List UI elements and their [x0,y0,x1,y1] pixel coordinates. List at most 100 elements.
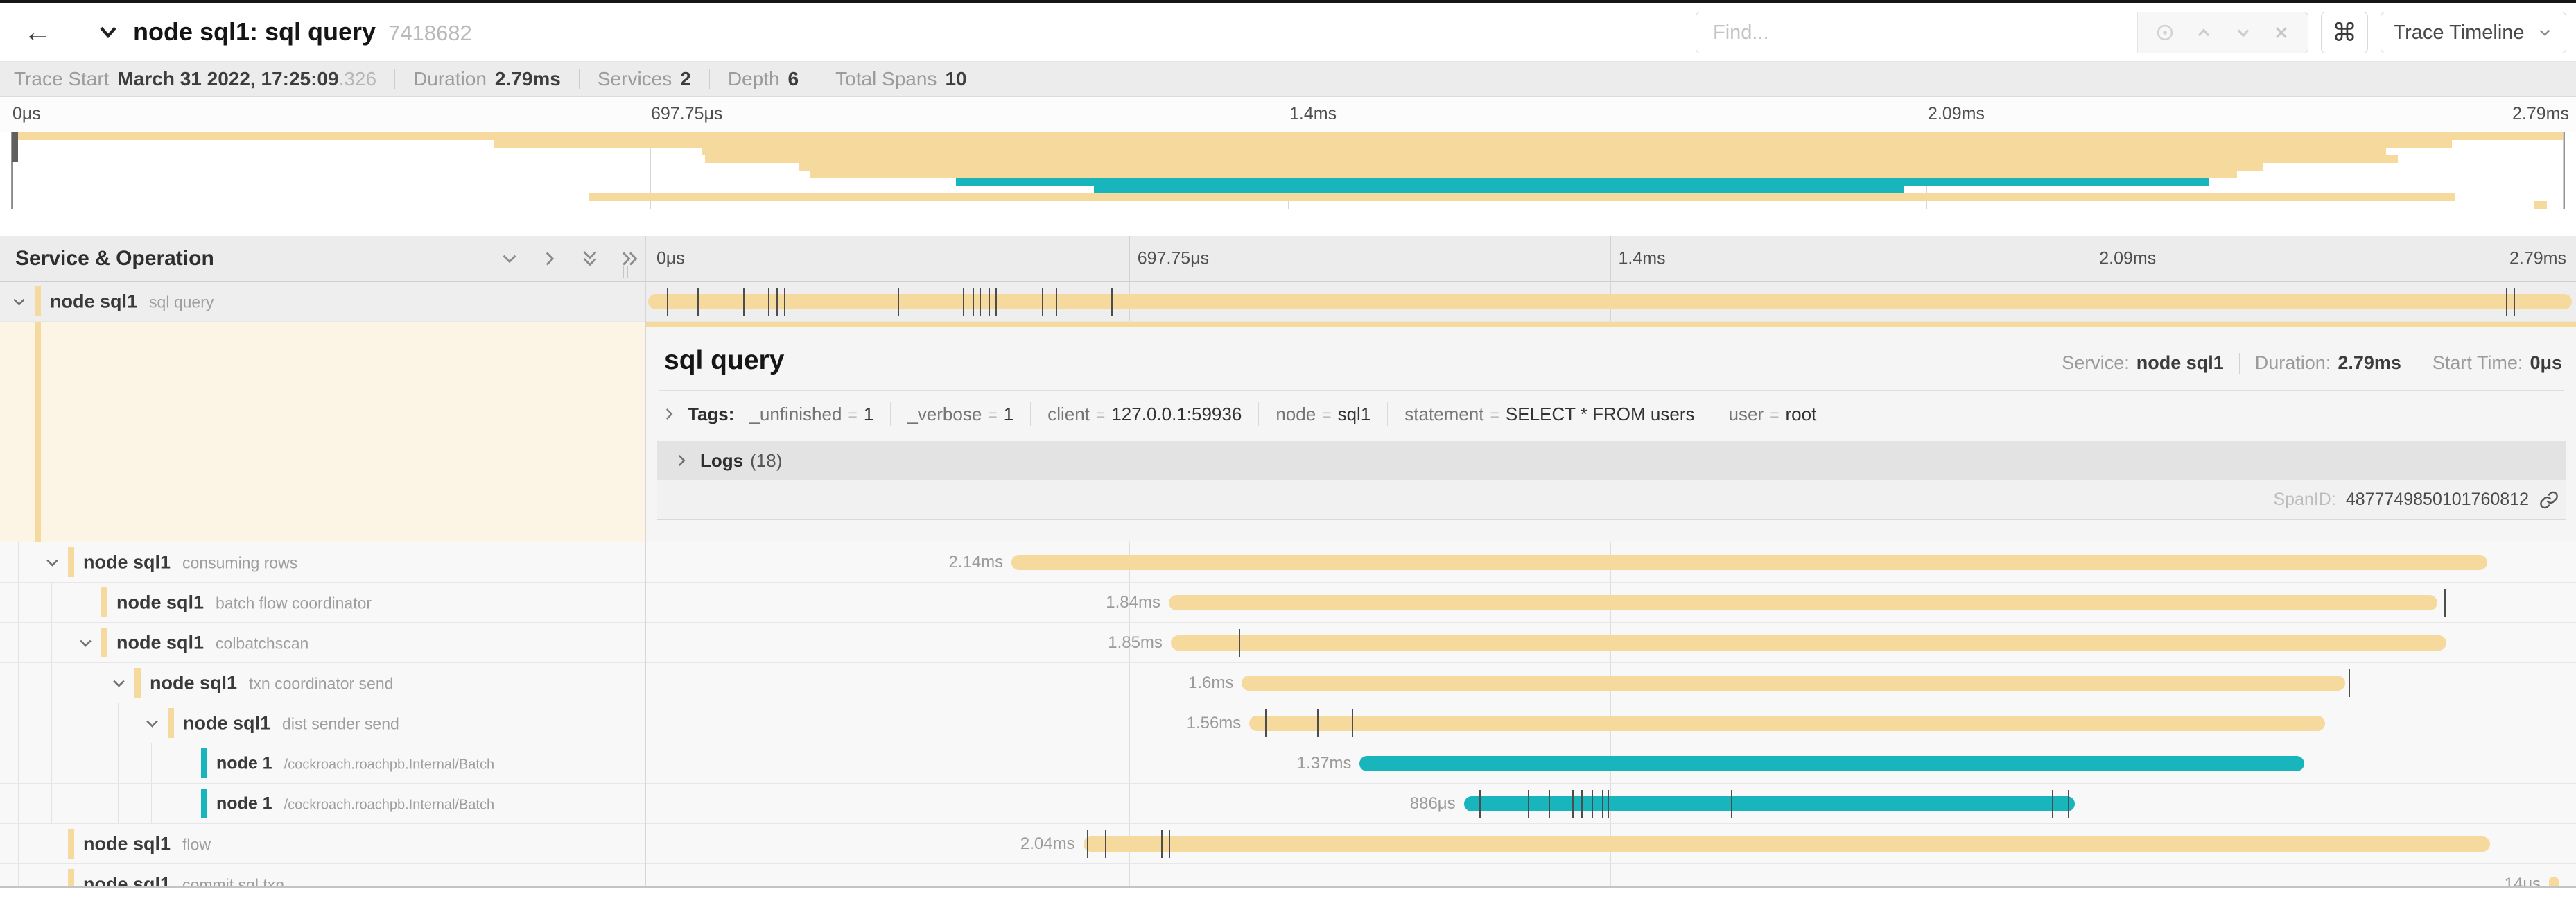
span-bar[interactable] [1083,836,2490,852]
tags-accordion[interactable]: Tags: _unfinished = 1 _verbose = 1 client = 127.… [660,394,2564,434]
span-duration-label: 2.04ms [1020,834,1075,853]
services-label: Services [597,68,672,89]
span-name-cell: node sql1 dist sender send [0,703,645,743]
span-name-cell: node sql1 txn coordinator send [0,663,645,703]
timeline-gridline [1610,282,1611,886]
span-name-cell: node sql1 sql query [0,282,645,321]
log-marker-tick [666,287,668,316]
column-splitter[interactable] [645,236,646,886]
span-bar[interactable] [1242,675,2345,691]
tag-key-value: node = sql1 [1276,403,1371,424]
tree-chevron-down-icon[interactable] [10,292,28,311]
column-resizer-grip[interactable] [623,266,628,278]
span-row[interactable]: node sql1 colbatchscan 1.85ms [0,623,2576,663]
minimap-span-bar [1094,186,1905,194]
span-operation-name: colbatchscan [216,634,309,652]
tree-indent-guide [18,583,19,622]
minimap-span-bar [705,155,2398,163]
tree-chevron-down-icon[interactable] [110,673,128,692]
tree-indent-guide [151,784,152,823]
span-bar[interactable] [648,293,2572,309]
span-service-name: node sql1 sql query [50,291,214,311]
tree-chevron-down-icon[interactable] [76,633,95,652]
minimap-span-bar [799,163,2263,171]
find-prev-chevron-up-icon[interactable] [2192,21,2216,44]
span-name-cell: node sql1 batch flow coordinator [0,583,645,622]
span-duration-label: 2.14ms [948,552,1004,571]
tag-key: _unfinished [749,403,842,424]
services-value: 2 [680,68,691,89]
span-operation-name: /cockroach.roachpb.Internal/Batch [284,797,495,812]
span-row[interactable]: node sql1 consuming rows 2.14ms [0,542,2576,583]
timeline-bottom-edge [0,886,2576,888]
keyboard-shortcuts-button[interactable]: ⌘ [2321,12,2368,53]
span-bar[interactable] [1463,796,2075,811]
tree-indent-guide [118,743,119,783]
span-bar-cell: 886μs [648,784,2572,823]
back-button[interactable]: ← [0,3,76,61]
tag-key: statement [1404,403,1484,424]
tree-indent-guide [18,703,19,743]
span-row[interactable]: node sql1 flow 2.04ms [0,824,2576,864]
duration-value: 2.79ms [494,68,561,89]
trace-header: ← node sql1: sql query 7418682 Find... [0,3,2576,62]
minimap-scrubber-left-grip[interactable] [12,132,18,162]
span-row[interactable]: node sql1 commit sql txn 14μs [0,864,2576,886]
expand-all-double-chevron-right-icon[interactable] [618,247,642,270]
collapse-all-double-chevron-down-icon[interactable] [578,247,602,270]
span-color-strip [68,869,74,886]
tree-indent-guide [18,864,19,886]
logs-label: Logs [700,449,744,471]
divider [2238,352,2240,374]
span-row[interactable]: node sql1 txn coordinator send 1.6ms [0,663,2576,703]
tag-key-value: statement = SELECT * FROM users [1404,403,1695,424]
find-match-target-icon[interactable] [2153,21,2177,44]
tree-indent-guide [51,663,52,703]
tree-indent-guide [18,824,19,863]
log-marker-tick [776,287,778,316]
tree-chevron-down-icon[interactable] [143,714,162,732]
collapse-one-chevron-down-icon[interactable] [498,247,521,270]
expand-one-chevron-right-icon[interactable] [538,247,562,270]
tree-chevron-down-icon[interactable] [43,553,62,571]
find-input[interactable]: Find... [1696,12,2137,53]
span-bar[interactable] [1011,554,2487,570]
span-duration-label: 14μs [2504,874,2541,887]
minimap-axis-tick-label: 2.79ms [2512,104,2569,123]
tree-indent-guide [51,703,52,743]
span-row[interactable]: node sql1 sql query [0,282,2576,322]
trace-title-chevron-down-icon[interactable] [94,18,122,46]
span-detail-meta: Service: node sql1 Duration: 2.79ms Start … [2062,352,2562,374]
span-bar[interactable] [1168,594,2438,610]
tag-value: 1 [1003,403,1014,424]
span-row[interactable]: node 1/cockroach.roachpb.Internal/Batch 1… [0,743,2576,784]
span-service-name: node sql1 flow [83,833,211,854]
span-duration-label: 1.37ms [1296,753,1352,773]
minimap-scrubber-left[interactable] [12,132,13,209]
span-name-cell: node 1/cockroach.roachpb.Internal/Batch [0,784,645,823]
trace-minimap[interactable] [11,132,2565,209]
span-row[interactable]: node sql1 batch flow coordinator 1.84ms [0,583,2576,623]
span-bar[interactable] [1359,755,2305,771]
minimap-scrubber-right[interactable] [2563,132,2564,209]
deep-link-icon[interactable] [2539,490,2559,510]
span-color-strip [134,668,141,698]
span-detail-panel: sql query Service: node sql1 Duration: 2.7… [646,322,2576,542]
log-marker-tick [2444,588,2446,617]
span-row[interactable]: node 1/cockroach.roachpb.Internal/Batch 8… [0,784,2576,824]
total-spans-value: 10 [945,68,967,89]
trace-timeline-view-button[interactable]: Trace Timeline [2381,12,2566,53]
log-marker-tick [980,287,982,316]
tree-indent-guide [18,663,19,703]
find-clear-close-icon[interactable] [2270,22,2292,44]
find-next-chevron-down-icon[interactable] [2231,21,2255,44]
span-service-name: node 1/cockroach.roachpb.Internal/Batch [216,793,495,813]
span-duration-label: 1.84ms [1106,592,1160,612]
logs-accordion[interactable]: Logs (18) [657,441,2566,480]
span-row[interactable]: node sql1 dist sender send 1.56ms [0,703,2576,743]
span-bar[interactable] [1249,715,2325,731]
span-detail-accent-bar [646,322,2576,327]
span-detail-row: sql query Service: node sql1 Duration: 2.7… [0,322,2576,542]
span-bar[interactable] [2549,876,2559,886]
span-bar[interactable] [1170,635,2446,651]
